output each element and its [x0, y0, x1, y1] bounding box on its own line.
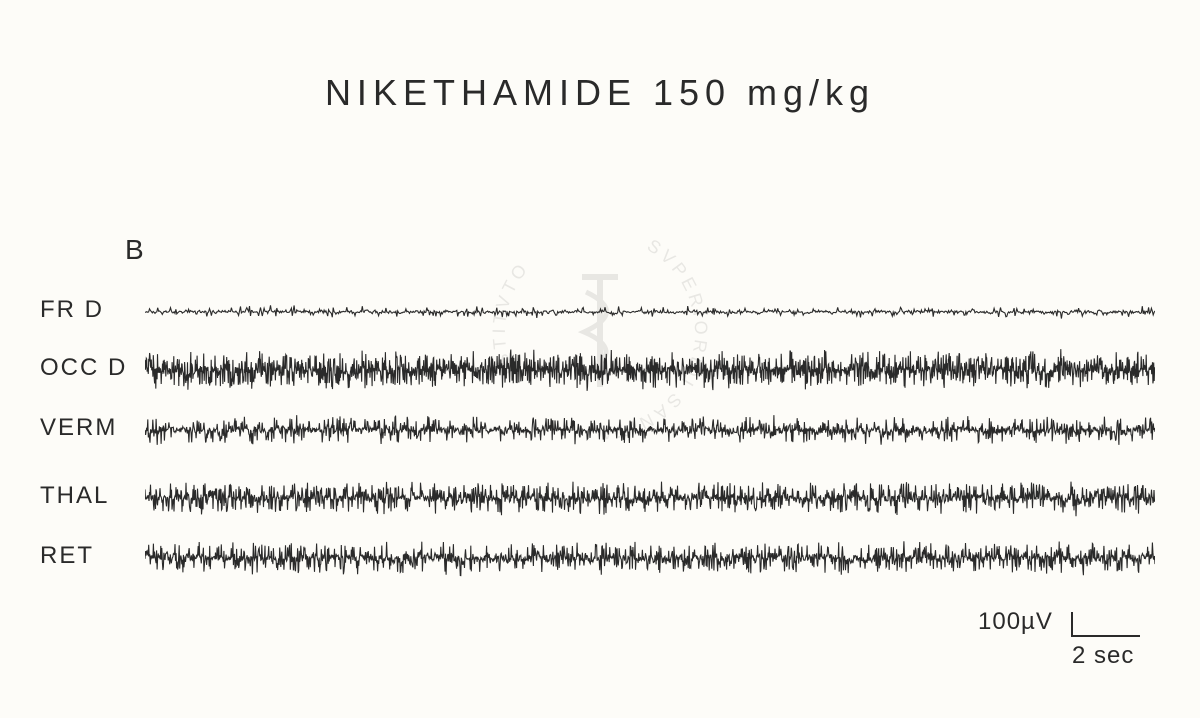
scale-voltage-label: 100µV	[978, 608, 1053, 636]
scale-voltage-text: 100µV	[978, 608, 1053, 635]
eeg-trace-area	[145, 272, 1155, 603]
channel-label: RET	[40, 542, 94, 570]
panel-label-text: B	[125, 234, 144, 265]
eeg-trace	[145, 305, 1155, 318]
eeg-trace	[145, 541, 1155, 575]
panel-label: B	[125, 234, 144, 266]
channel-label: OCC D	[40, 354, 127, 382]
chart-title: NIKETHAMIDE 150 mg/kg	[325, 72, 875, 114]
channel-label: THAL	[40, 482, 109, 510]
channel-label: VERM	[40, 414, 117, 442]
title-text: NIKETHAMIDE 150 mg/kg	[325, 72, 875, 113]
scale-time-label: 2 sec	[1072, 642, 1134, 670]
eeg-trace	[145, 349, 1155, 391]
scale-bar	[1070, 610, 1144, 640]
channel-label: FR D	[40, 296, 104, 324]
scale-bar-path	[1072, 612, 1140, 636]
eeg-trace	[145, 415, 1155, 445]
scale-time-text: 2 sec	[1072, 642, 1134, 669]
eeg-trace	[145, 482, 1155, 517]
